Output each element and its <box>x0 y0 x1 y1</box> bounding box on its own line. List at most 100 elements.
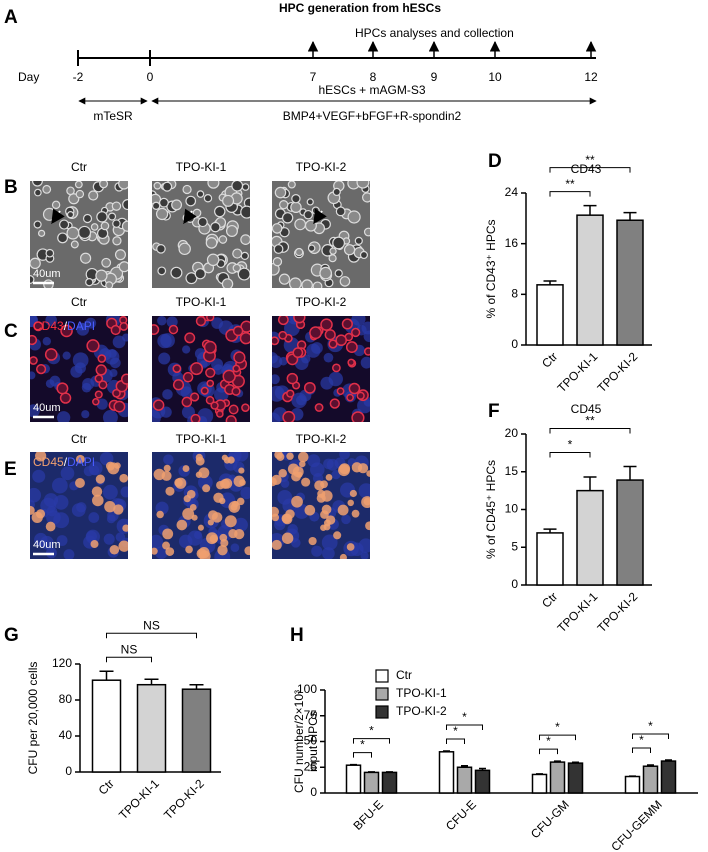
nucleus <box>115 532 126 542</box>
nucleus <box>155 546 168 559</box>
error-bar <box>350 763 357 766</box>
cell <box>277 316 289 326</box>
cell <box>334 269 343 278</box>
cell <box>309 326 323 340</box>
cell <box>30 505 35 515</box>
bar <box>536 532 564 586</box>
sig-label: NS <box>121 642 138 656</box>
y-tick-label: 0 <box>310 785 317 799</box>
x-tick-label: CFU-GM <box>528 797 572 841</box>
error-bar <box>386 771 393 773</box>
x-tick-label: TPO-KI-2 <box>595 349 641 395</box>
cell <box>105 281 114 288</box>
sig-bracket <box>632 733 669 740</box>
cell <box>346 393 354 402</box>
cell <box>224 515 237 528</box>
cell <box>281 212 294 224</box>
nucleus <box>233 517 248 532</box>
cell <box>88 190 99 201</box>
error-bar <box>623 211 637 221</box>
sig-bracket <box>549 451 591 458</box>
arrow <box>183 208 197 225</box>
error-bar <box>543 280 557 285</box>
nucleus <box>60 466 75 481</box>
cell <box>56 382 69 395</box>
cell <box>95 474 105 484</box>
cell <box>112 388 121 398</box>
sig-label: ** <box>585 414 595 428</box>
cell <box>351 462 363 473</box>
sig-bracket <box>549 167 631 173</box>
cell <box>174 478 183 487</box>
cell <box>153 181 162 190</box>
nucleus <box>120 486 128 498</box>
cell <box>92 398 100 406</box>
cell <box>77 225 92 240</box>
scale-label: 40um <box>33 402 61 414</box>
nucleus <box>157 333 172 349</box>
y-tick-label: 8 <box>511 287 518 301</box>
panel-label: D <box>488 151 502 172</box>
cell <box>351 327 361 338</box>
cell <box>319 266 333 280</box>
micrograph <box>30 181 128 288</box>
cell <box>317 489 326 498</box>
cell <box>325 474 333 481</box>
cell <box>274 452 283 459</box>
cell <box>292 347 304 359</box>
arrow <box>51 208 65 225</box>
x-tick-label: TPO-KI-2 <box>161 776 207 822</box>
cell <box>75 189 85 199</box>
cell <box>95 269 108 282</box>
cell <box>225 224 238 237</box>
cell <box>308 536 317 546</box>
cell <box>301 477 311 487</box>
cell <box>285 509 295 519</box>
sig-bracket <box>632 747 651 754</box>
bar <box>624 775 641 794</box>
cell <box>112 236 122 246</box>
cell <box>216 480 225 490</box>
panel-label: F <box>488 401 500 422</box>
y-tick-label: 40 <box>59 728 73 742</box>
cell <box>181 396 193 408</box>
cell <box>206 379 215 388</box>
cell <box>178 242 191 256</box>
nucleus <box>181 405 195 419</box>
micrograph <box>30 452 128 559</box>
cell <box>335 206 346 217</box>
cell <box>306 198 314 206</box>
media-label: mTeSR <box>93 109 133 123</box>
cell <box>289 277 302 288</box>
cell <box>233 475 245 487</box>
cell <box>94 374 104 383</box>
cell <box>196 190 205 198</box>
cell <box>195 316 207 327</box>
cell <box>273 244 284 254</box>
cell <box>286 389 295 398</box>
sig-label: * <box>555 720 560 734</box>
error-bar <box>543 528 557 533</box>
nucleus <box>178 534 193 549</box>
cell <box>299 460 306 468</box>
sig-bracket <box>549 191 591 197</box>
sig-bracket <box>549 427 631 434</box>
cell <box>294 247 304 257</box>
nucleus <box>43 493 59 508</box>
nucleus <box>310 462 325 477</box>
x-tick-label: Ctr <box>96 776 117 797</box>
cell <box>185 195 197 207</box>
bar <box>549 761 566 794</box>
sig-label: * <box>369 724 374 738</box>
day-number: -2 <box>73 70 84 84</box>
cell <box>197 216 208 228</box>
cell <box>347 210 361 224</box>
sig-bracket <box>446 738 465 744</box>
cell <box>291 194 301 204</box>
stain-label: CD43/DAPI <box>33 319 95 333</box>
cell <box>100 221 110 231</box>
cell <box>291 495 303 508</box>
cell <box>172 364 182 374</box>
nucleus <box>284 320 300 337</box>
nucleus <box>56 535 68 546</box>
